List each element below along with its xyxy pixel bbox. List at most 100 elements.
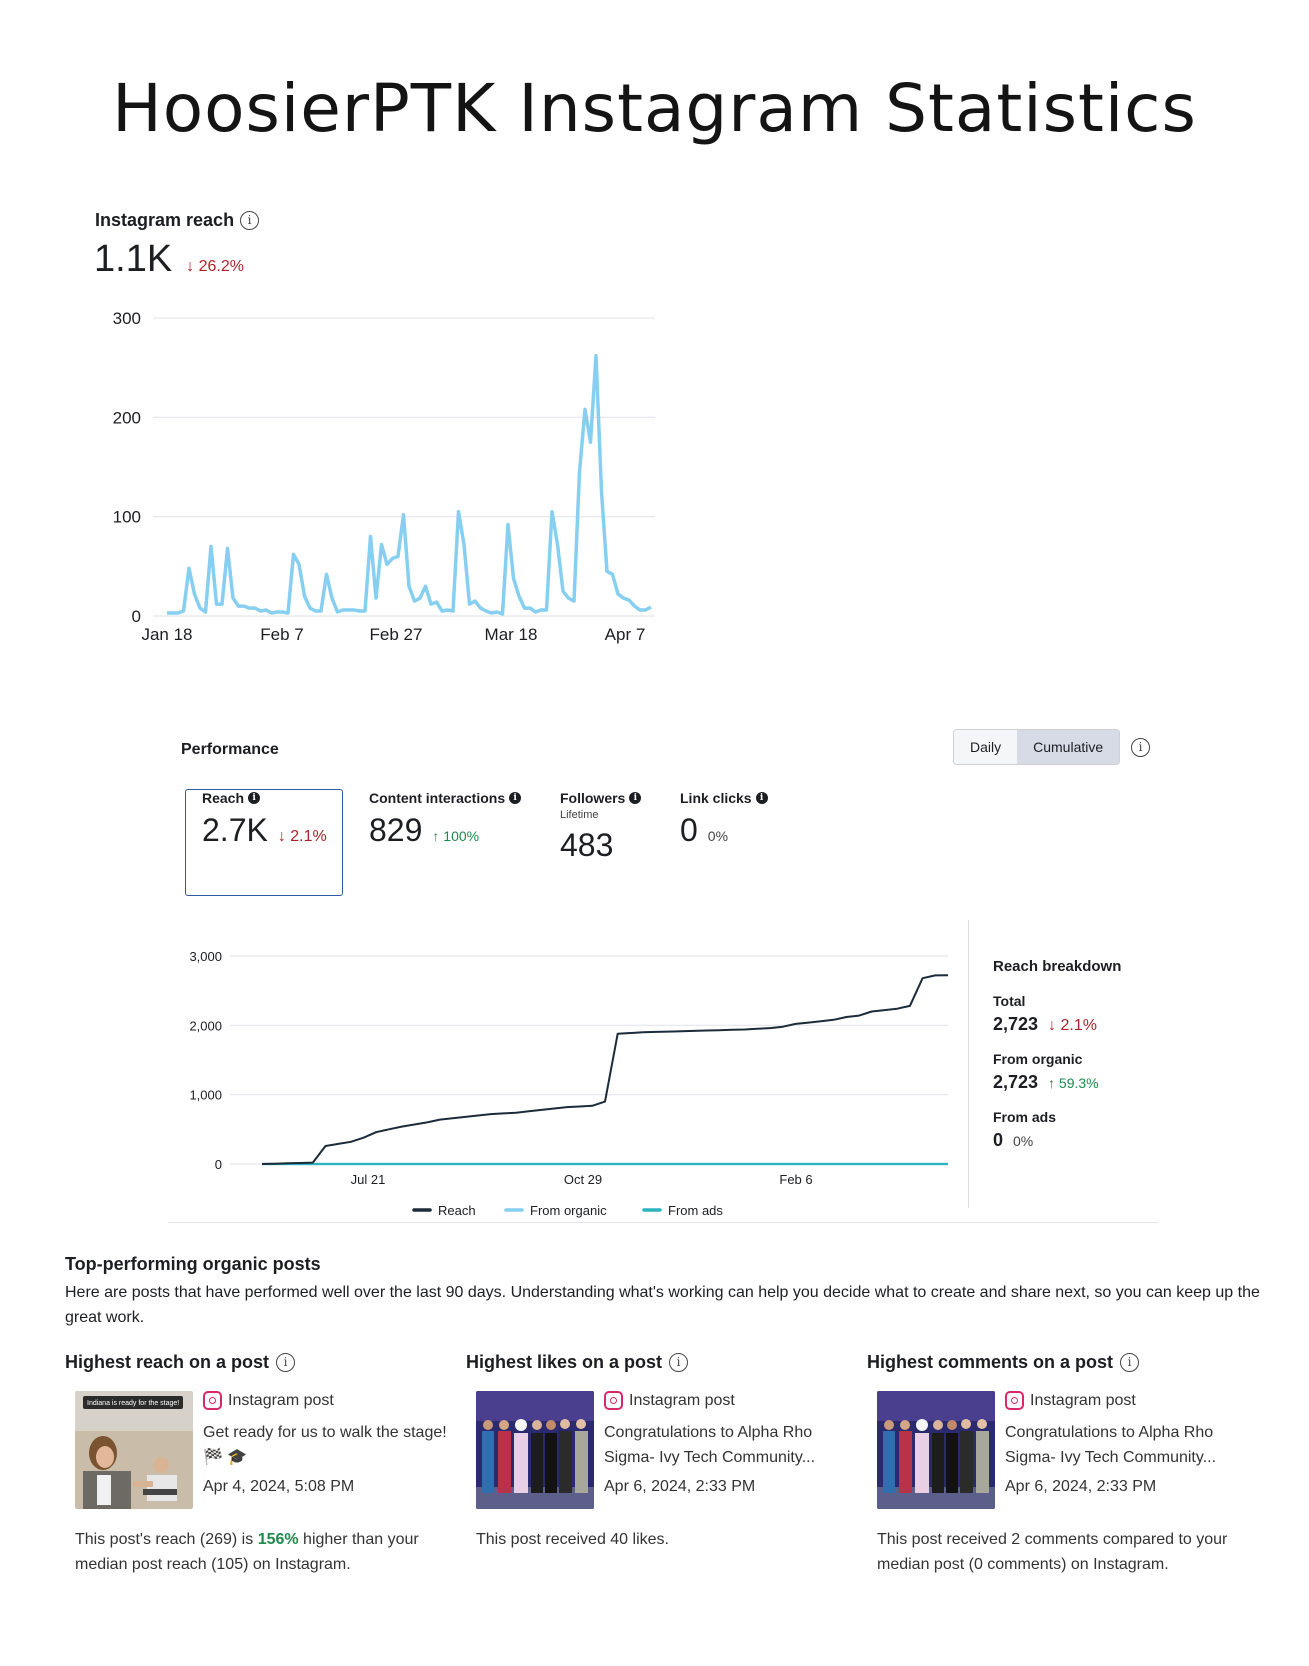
metric-value: 2.7K [202, 812, 268, 848]
info-icon[interactable]: i [629, 792, 642, 804]
page-title: HoosierPTK Instagram Statistics [112, 70, 1197, 147]
post-type: Instagram post [604, 1391, 854, 1410]
metric-change: 0% [707, 828, 729, 844]
breakdown-value-row: 2,723 ↑ 59.3% [993, 1072, 1121, 1093]
metric-value-row: 2.7K ↓ 2.1% [202, 812, 327, 849]
metric-label-text: Reach [202, 790, 245, 806]
post-type-label: Instagram post [629, 1391, 735, 1409]
legend-label[interactable]: Reach [438, 1203, 476, 1218]
info-icon[interactable]: i [509, 792, 522, 804]
instagram-icon [1005, 1391, 1024, 1410]
x-tick-label: Feb 27 [370, 625, 423, 644]
performance-chart: 0 1,000 2,000 3,000 Jul 21 Oct 29 Feb 6 Reach Fr… [189, 949, 949, 1218]
post-thumbnail-group-photo[interactable] [476, 1391, 594, 1509]
post-date: Apr 6, 2024, 2:33 PM [1005, 1478, 1157, 1495]
post-note: This post's reach (269) is 156% higher t… [75, 1527, 455, 1577]
column-heading: Highest likes on a post i [466, 1352, 851, 1373]
metric-label-text: Followers [560, 790, 626, 806]
x-tick-label: Feb 7 [260, 625, 303, 644]
info-icon[interactable]: i [240, 211, 260, 230]
instagram-reach-label: Instagram reach [95, 210, 235, 230]
y-tick-label: 0 [132, 607, 141, 626]
post-card[interactable]: Indiana is ready for the stage! Instagra… [65, 1391, 450, 1513]
top-posts-description: Here are posts that have performed well … [65, 1284, 1260, 1326]
post-type: Instagram post [203, 1391, 453, 1410]
info-icon[interactable]: i [248, 792, 261, 804]
breakdown-label: From organic [993, 1051, 1083, 1067]
y-tick-label: 200 [113, 408, 141, 427]
y-tick-label: 0 [215, 1157, 222, 1172]
toggle-cumulative-button[interactable]: Cumulative [1017, 730, 1120, 764]
heading-text: Highest reach on a post [65, 1352, 270, 1372]
metric-label: Followers i [560, 790, 642, 806]
info-icon[interactable]: i [669, 1353, 689, 1372]
metric-value: 483 [560, 827, 614, 863]
reach-metric-card[interactable] [185, 789, 343, 896]
daily-cumulative-toggle: Daily Cumulative [953, 729, 1121, 765]
column-heading: Highest reach on a post i [65, 1352, 450, 1373]
post-type: Instagram post [1005, 1391, 1255, 1410]
metric-link-clicks[interactable]: Link clicks i 0 0% [680, 790, 768, 849]
note-highlight: 156% [257, 1531, 299, 1548]
y-tick-label: 100 [113, 508, 141, 527]
legend-label[interactable]: From organic [530, 1203, 607, 1218]
breakdown-item: From ads 0 0% [993, 1109, 1121, 1151]
breakdown-item: Total 2,723 ↓ 2.1% [993, 993, 1121, 1035]
top-post-likes: Highest likes on a post i Instagram post… [466, 1352, 851, 1552]
metric-value: 829 [369, 812, 423, 848]
metric-followers[interactable]: Followers i Lifetime 483 [560, 790, 642, 864]
post-type-label: Instagram post [1030, 1391, 1136, 1409]
legend-label[interactable]: From ads [668, 1203, 723, 1218]
instagram-icon [604, 1391, 623, 1410]
post-caption[interactable]: Congratulations to Alpha Rho Sigma- Ivy … [604, 1424, 816, 1466]
x-tick-label: Feb 6 [779, 1172, 812, 1187]
post-thumbnail-group-photo[interactable] [877, 1391, 995, 1509]
x-tick-label: Jan 18 [141, 625, 192, 644]
metric-change: ↑ 100% [432, 828, 480, 844]
y-tick-label: 2,000 [189, 1018, 222, 1033]
top-posts-title: Top-performing organic posts [65, 1254, 321, 1274]
y-tick-label: 1,000 [189, 1088, 222, 1103]
instagram-reach-chart: 0 100 200 300 Jan 18 Feb 7 Feb 27 Mar 18 Apr 7 [113, 309, 655, 644]
metric-content-interactions[interactable]: Content interactions i 829 ↑ 100% [369, 790, 522, 849]
breakdown-label: Total [993, 993, 1026, 1009]
x-tick-label: Jul 21 [351, 1172, 386, 1187]
post-thumbnail-video[interactable]: Indiana is ready for the stage! [75, 1391, 193, 1509]
y-tick-label: 3,000 [189, 949, 222, 964]
info-icon[interactable]: i [755, 792, 768, 804]
metric-label: Content interactions i [369, 790, 522, 806]
breakdown-item: From organic 2,723 ↑ 59.3% [993, 1051, 1121, 1093]
metric-label: Reach i [202, 790, 327, 806]
info-icon[interactable]: i [1120, 1353, 1140, 1372]
toggle-daily-button[interactable]: Daily [954, 730, 1018, 764]
note-text: This post received 2 comments compared t… [877, 1531, 1228, 1573]
post-caption[interactable]: Congratulations to Alpha Rho Sigma- Ivy … [1005, 1424, 1217, 1466]
vertical-divider [968, 920, 969, 1208]
instagram-reach-value: 1.1K [94, 238, 173, 280]
heading-text: Highest comments on a post [867, 1352, 1114, 1372]
x-tick-label: Apr 7 [605, 625, 646, 644]
metric-value-row: 829 ↑ 100% [369, 812, 521, 849]
column-heading: Highest comments on a post i [867, 1352, 1252, 1373]
performance-title: Performance [181, 741, 279, 758]
reach-breakdown-title: Reach breakdown [993, 958, 1122, 975]
note-text: This post received 40 likes. [476, 1531, 669, 1548]
info-icon[interactable]: i [1131, 738, 1150, 757]
breakdown-value: 0 [993, 1130, 1004, 1150]
metric-label: Link clicks i [680, 790, 768, 806]
instagram-reach-summary: 1.1K ↓ 26.2% [94, 238, 244, 281]
info-icon[interactable]: i [276, 1353, 296, 1372]
note-text: higher than your median post reach (105)… [75, 1531, 419, 1573]
thumb-caption: Indiana is ready for the stage! [87, 1400, 179, 1407]
post-caption[interactable]: Get ready for us to walk the stage! 🏁 🎓 [203, 1424, 447, 1466]
metric-reach[interactable]: Reach i 2.7K ↓ 2.1% [202, 790, 327, 849]
post-card[interactable]: Instagram post Congratulations to Alpha … [867, 1391, 1252, 1513]
x-tick-label: Mar 18 [485, 625, 538, 644]
post-note: This post received 2 comments compared t… [877, 1527, 1257, 1577]
breakdown-change: ↑ 59.3% [1048, 1075, 1099, 1091]
breakdown-value: 2,723 [993, 1014, 1039, 1034]
metric-value-row: 0 0% [680, 812, 768, 849]
heading-text: Highest likes on a post [466, 1352, 663, 1372]
y-tick-label: 300 [113, 309, 141, 328]
post-card[interactable]: Instagram post Congratulations to Alpha … [466, 1391, 851, 1513]
